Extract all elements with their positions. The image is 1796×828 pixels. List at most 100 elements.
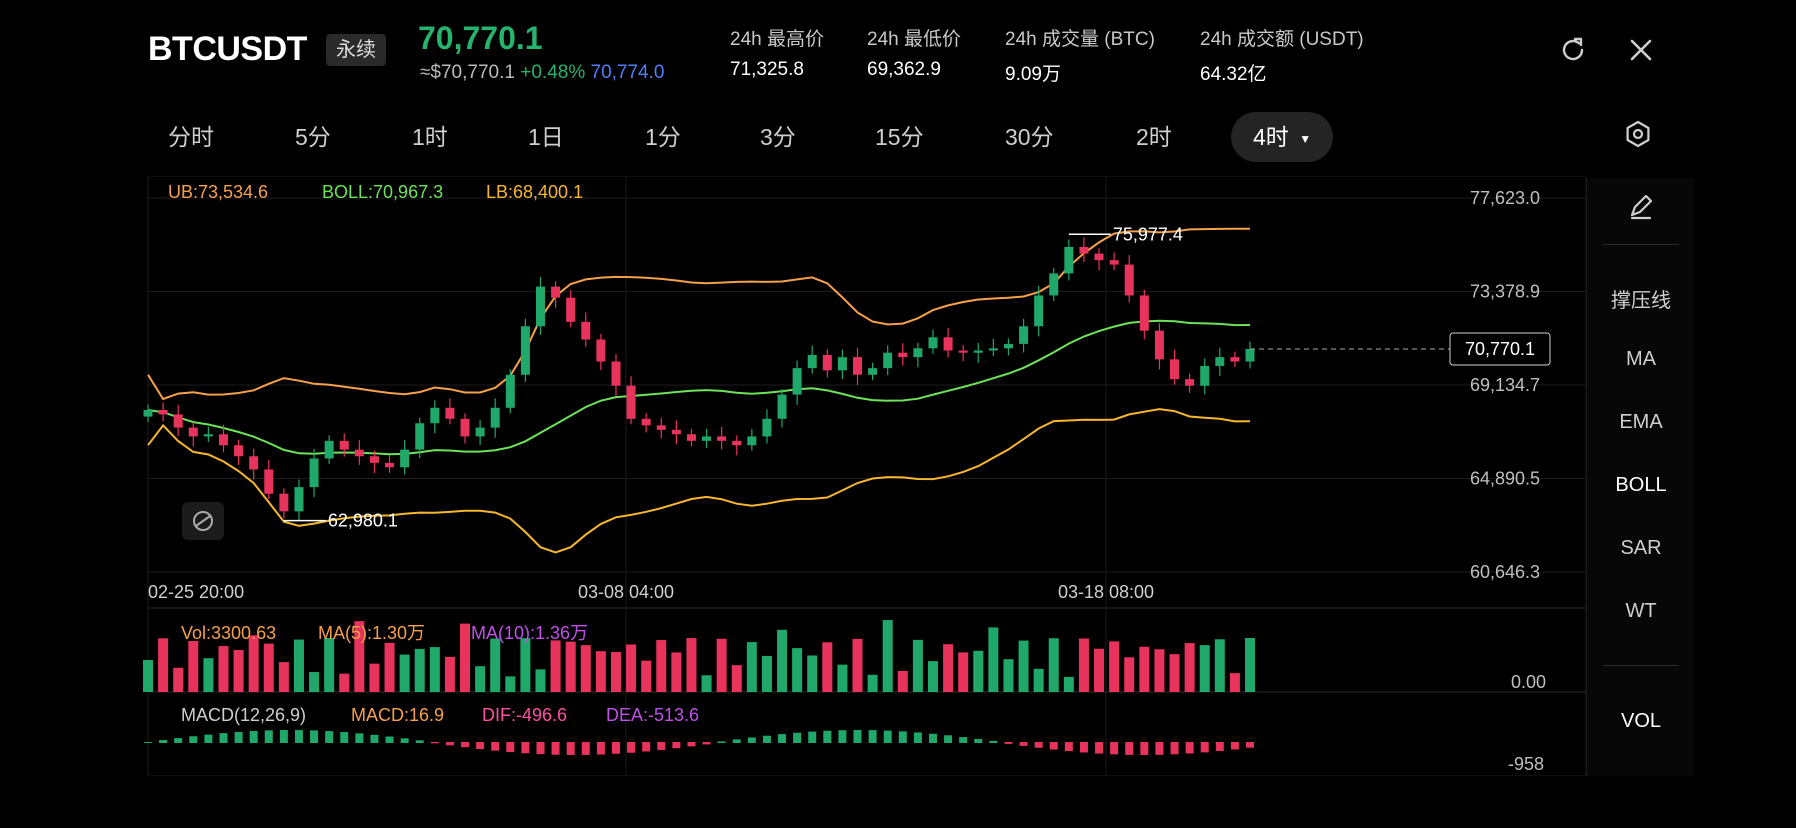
volume-bar	[731, 665, 742, 692]
candle-body	[520, 326, 530, 375]
pencil-draw-icon[interactable]	[1587, 192, 1695, 228]
volume-bar	[1048, 638, 1059, 692]
candle-body	[535, 286, 545, 327]
tab-3m[interactable]: 3分	[760, 124, 796, 150]
tab-15m[interactable]: 15分	[875, 124, 924, 150]
macd-bar	[989, 740, 998, 743]
tab-30m[interactable]: 30分	[1005, 124, 1054, 150]
stat-24h-low: 24h 最低价 69,362.9	[867, 24, 961, 81]
volume-bar	[475, 666, 486, 692]
last-price: 70,770.1	[418, 20, 543, 56]
candle-body	[234, 445, 244, 457]
volume-bar	[1184, 643, 1195, 692]
hexagon-settings-icon[interactable]	[1620, 116, 1656, 152]
indicator-vol[interactable]: VOL	[1620, 710, 1662, 732]
macd-bar	[808, 731, 817, 743]
macd-bar	[717, 741, 726, 743]
candle-body	[309, 458, 319, 488]
symbol-title: BTCUSDT	[148, 30, 307, 68]
macd-bar	[581, 742, 590, 755]
close-icon[interactable]	[1623, 32, 1659, 68]
candle-body	[354, 449, 364, 457]
x-tick-label: 02-25 20:00	[148, 582, 244, 602]
macd-dea-label: DEA:-513.6	[606, 705, 699, 725]
macd-bar	[627, 742, 636, 753]
macd-bar	[461, 742, 470, 748]
tab-1d[interactable]: 1日	[528, 124, 564, 150]
indicator-wt[interactable]: WT	[1625, 600, 1657, 622]
candle-body	[1170, 359, 1180, 380]
current-price-label: 70,770.1	[1465, 339, 1535, 359]
volume-bars	[143, 620, 1255, 692]
kline-chart[interactable]: UB:73,534.6 BOLL:70,967.3 LB:68,400.1 77…	[0, 176, 1586, 776]
volume-bar	[761, 655, 772, 692]
indicator-ma[interactable]: MA	[1626, 348, 1656, 370]
volume-bar	[1199, 645, 1210, 692]
indicator-ema[interactable]: EMA	[1619, 411, 1663, 433]
volume-bar	[1124, 657, 1135, 692]
macd-value-label: MACD:16.9	[351, 705, 444, 725]
indicator-sar[interactable]: SAR	[1620, 537, 1662, 559]
boll-middle-band	[147, 319, 1251, 456]
candle-body	[203, 434, 213, 437]
volume-bar	[852, 638, 863, 692]
volume-bar	[882, 620, 893, 692]
macd-bar	[1095, 742, 1104, 754]
macd-bar	[1140, 742, 1149, 755]
candle-body	[581, 321, 591, 340]
volume-bar	[520, 638, 531, 692]
volume-bar	[203, 658, 214, 692]
volume-bar	[490, 638, 501, 692]
macd-bar	[340, 732, 349, 743]
macd-bar	[1079, 742, 1088, 753]
candle-body	[173, 414, 183, 428]
candle-body	[717, 436, 727, 441]
macd-bar	[823, 730, 832, 743]
indicator-boll[interactable]: BOLL	[1615, 474, 1667, 496]
candle-body	[1094, 253, 1104, 261]
candle-body	[1049, 273, 1059, 296]
tab-5m[interactable]: 5分	[295, 124, 331, 150]
macd-bar	[1215, 742, 1224, 752]
x-axis-ticks: 02-25 20:00 03-08 04:00 03-18 08:00	[148, 582, 1154, 602]
candle-body	[777, 394, 787, 419]
volume-bar	[641, 660, 652, 692]
macd-bar	[1049, 742, 1058, 750]
volume-bar	[384, 642, 395, 692]
chart-toggle-icon[interactable]	[182, 502, 224, 540]
tab-2h[interactable]: 2时	[1136, 124, 1172, 150]
low-price-label: 62,980.1	[328, 511, 398, 531]
x-tick-label: 03-18 08:00	[1058, 582, 1154, 602]
macd-bar	[325, 731, 334, 743]
stat-value: 69,362.9	[867, 59, 941, 80]
candle-body	[1003, 343, 1013, 349]
candle-body	[475, 427, 485, 437]
refresh-icon[interactable]	[1555, 32, 1591, 68]
candle-body	[218, 434, 228, 446]
tab-1m[interactable]: 1分	[645, 124, 681, 150]
macd-bar	[944, 735, 953, 743]
candle-body	[853, 357, 863, 375]
price-subline: ≈$70,770.1 +0.48% 70,774.0	[420, 62, 664, 84]
volume-bar	[233, 650, 244, 692]
high-price-label: 75,977.4	[1113, 224, 1183, 244]
macd-bar	[762, 735, 771, 743]
tab-fenshi[interactable]: 分时	[168, 124, 214, 150]
indicator-support-resistance[interactable]: 撑压线	[1611, 290, 1671, 312]
macd-bar	[219, 733, 228, 743]
macd-bar	[657, 742, 666, 750]
volume-bar	[1033, 668, 1044, 692]
vol-ma10-label: MA(10):1.36万	[471, 623, 588, 643]
macd-bar	[596, 742, 605, 755]
macd-bar	[928, 733, 937, 743]
candle-body	[1200, 365, 1210, 386]
macd-bar	[883, 730, 892, 743]
candle-body	[1139, 295, 1149, 331]
stat-label: 24h 成交量 (BTC)	[1005, 29, 1155, 50]
tab-1h[interactable]: 1时	[412, 124, 448, 150]
candle-body	[958, 350, 968, 353]
volume-bar	[444, 656, 455, 692]
tab-4h[interactable]: 4时 ▼	[1231, 112, 1334, 162]
macd-bar	[310, 730, 319, 743]
volume-bar	[580, 645, 591, 692]
